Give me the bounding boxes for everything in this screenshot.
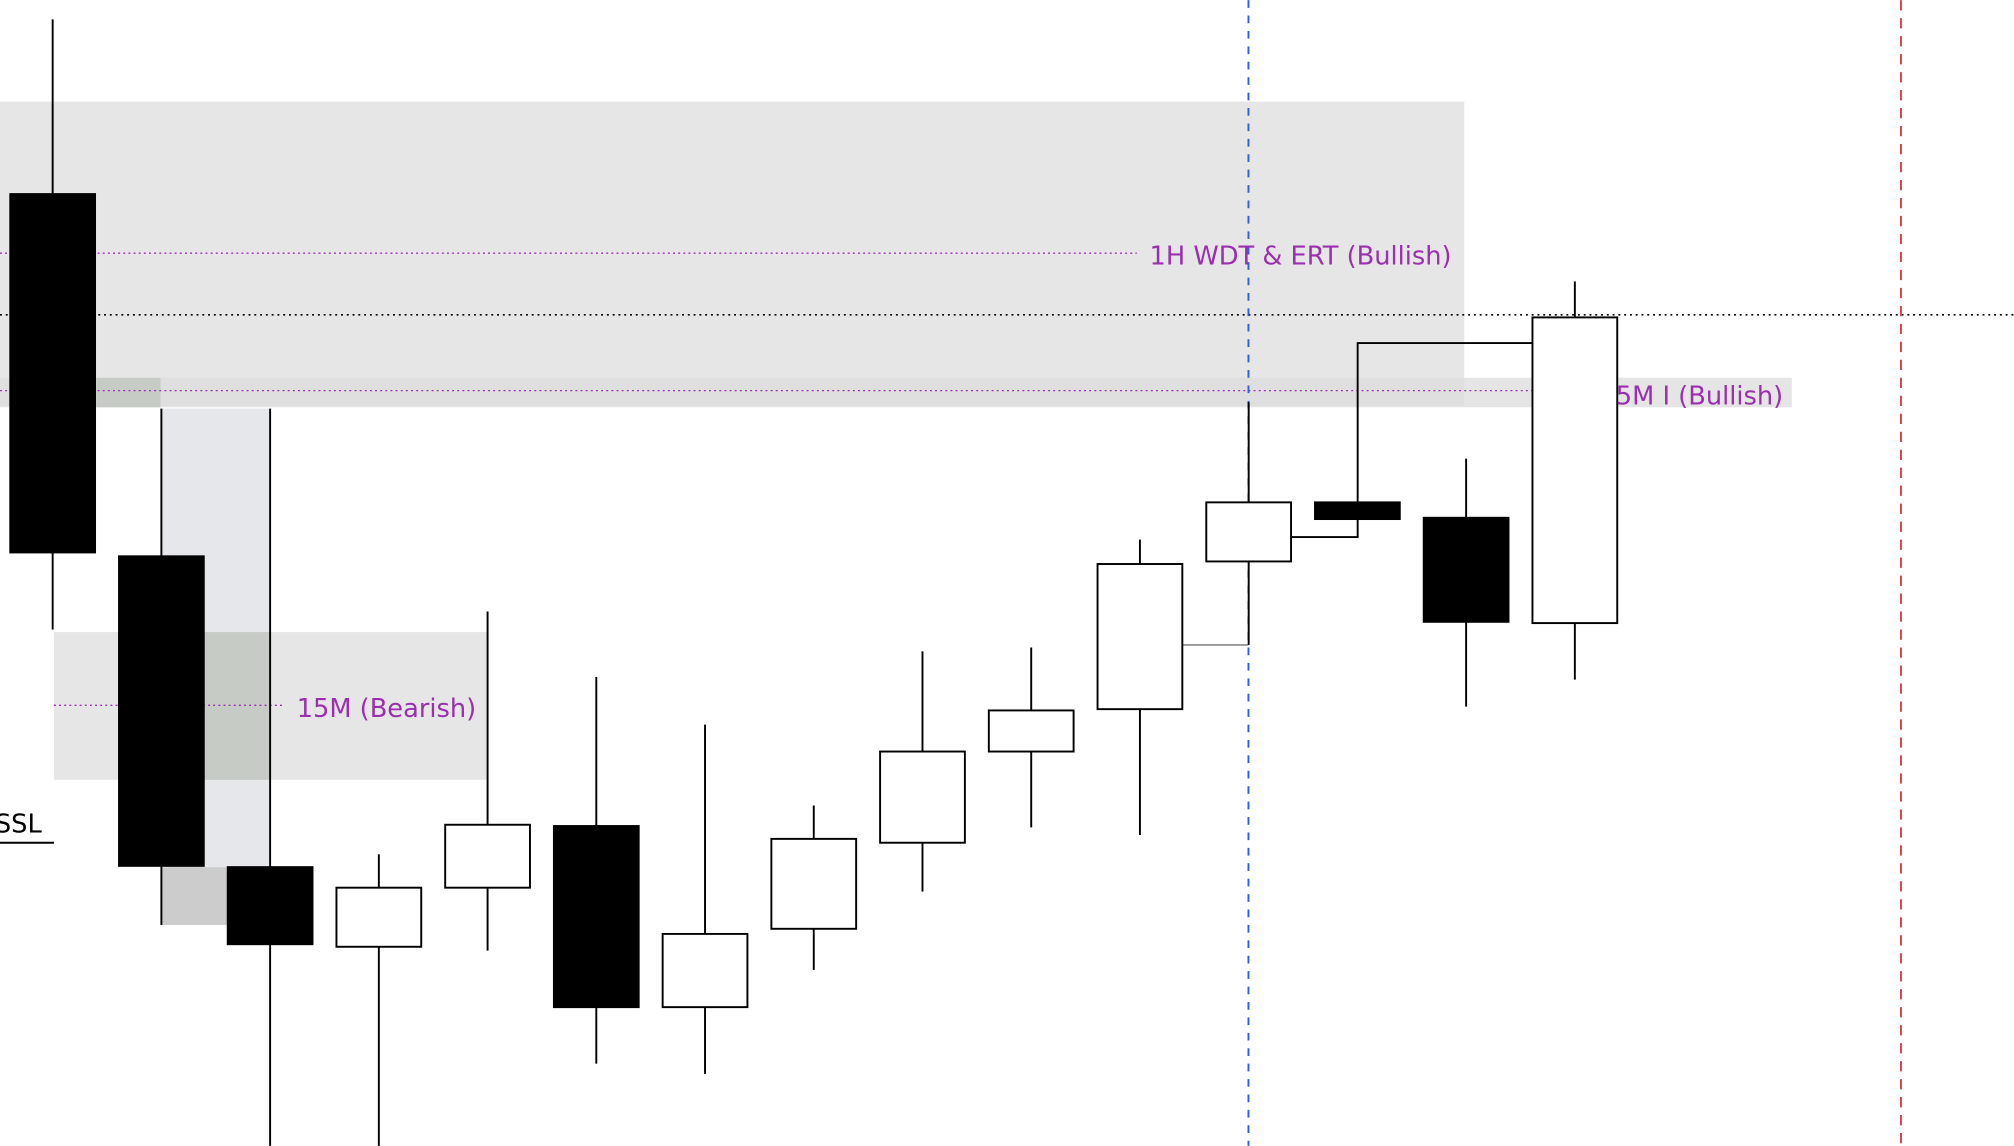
candle-body-bull [661,932,749,1009]
candle-body-bull [1531,316,1619,625]
candle-body-bear [552,825,640,1009]
candle-body-bear [1422,516,1510,623]
label-15m-zone: 15M (Bearish) [297,694,476,724]
candle-body-bear [1314,501,1401,521]
candle-body-bull [444,823,531,889]
zone-1h-bullish [0,101,1465,407]
label-1h-zone: 1H WDT & ERT (Bullish) [1150,242,1452,272]
gap-line-2 [1290,342,1533,538]
candle-body-bear [118,555,205,867]
zone-5m-bullish [0,377,1792,408]
candle-body-bull [1096,563,1184,711]
candle-body-bear [9,193,97,554]
candle-body-bull [879,750,966,844]
candle-body-bear [226,866,314,946]
candle-body-bull [335,886,423,948]
candle-body-bull [1205,501,1293,563]
candle-body-bull [987,709,1075,753]
candle-body-bull [770,837,858,930]
zone-overlap-top [96,377,161,408]
label-5m-zone: 5M I (Bullish) [1616,382,1783,412]
label-ssl: SSL [0,809,42,839]
zone-gap [160,867,228,925]
